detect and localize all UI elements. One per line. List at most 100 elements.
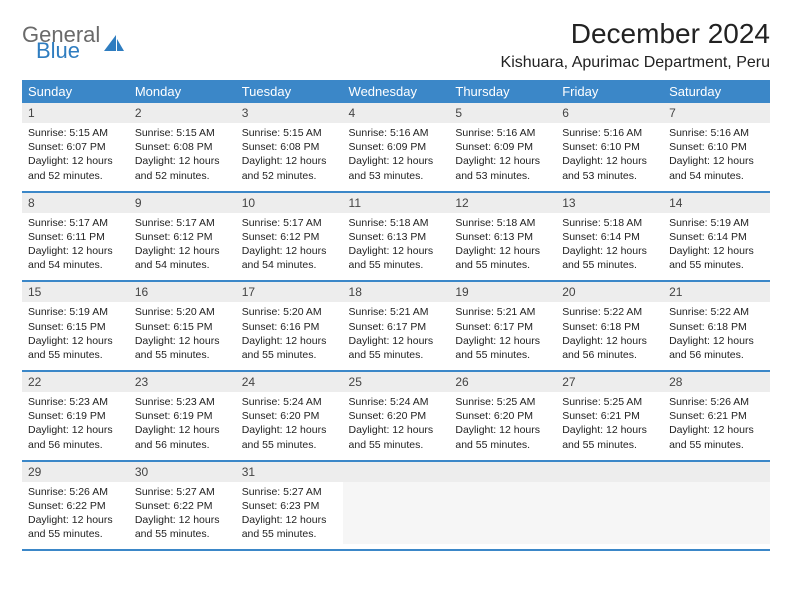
calendar-cell: 10Sunrise: 5:17 AMSunset: 6:12 PMDayligh…: [236, 192, 343, 282]
calendar-cell: 29Sunrise: 5:26 AMSunset: 6:22 PMDayligh…: [22, 461, 129, 551]
sunset-line: Sunset: 6:20 PM: [349, 409, 444, 423]
day-number: 6: [556, 103, 663, 123]
sunset-line: Sunset: 6:07 PM: [28, 140, 123, 154]
weekday-header: Friday: [556, 80, 663, 103]
logo: General Blue: [22, 24, 124, 62]
day-number: 22: [22, 372, 129, 392]
calendar-cell: 16Sunrise: 5:20 AMSunset: 6:15 PMDayligh…: [129, 281, 236, 371]
logo-text-blue: Blue: [36, 40, 100, 62]
sunset-line: Sunset: 6:17 PM: [455, 320, 550, 334]
title-block: December 2024 Kishuara, Apurimac Departm…: [501, 18, 770, 72]
calendar-cell: 3Sunrise: 5:15 AMSunset: 6:08 PMDaylight…: [236, 103, 343, 192]
sunrise-line: Sunrise: 5:15 AM: [28, 126, 123, 140]
calendar-cell: [663, 461, 770, 551]
sunset-line: Sunset: 6:19 PM: [135, 409, 230, 423]
calendar-cell: 30Sunrise: 5:27 AMSunset: 6:22 PMDayligh…: [129, 461, 236, 551]
daylight-line: Daylight: 12 hours and 54 minutes.: [669, 154, 764, 182]
daylight-line: Daylight: 12 hours and 54 minutes.: [28, 244, 123, 272]
day-body: Sunrise: 5:23 AMSunset: 6:19 PMDaylight:…: [22, 392, 129, 460]
daylight-line: Daylight: 12 hours and 55 minutes.: [562, 423, 657, 451]
day-body: Sunrise: 5:20 AMSunset: 6:16 PMDaylight:…: [236, 302, 343, 370]
sunset-line: Sunset: 6:22 PM: [135, 499, 230, 513]
calendar-cell: 5Sunrise: 5:16 AMSunset: 6:09 PMDaylight…: [449, 103, 556, 192]
sunrise-line: Sunrise: 5:16 AM: [669, 126, 764, 140]
day-number: 8: [22, 193, 129, 213]
sunrise-line: Sunrise: 5:17 AM: [242, 216, 337, 230]
daylight-line: Daylight: 12 hours and 55 minutes.: [242, 334, 337, 362]
day-body: Sunrise: 5:25 AMSunset: 6:21 PMDaylight:…: [556, 392, 663, 460]
sunrise-line: Sunrise: 5:27 AM: [242, 485, 337, 499]
day-body-empty: [449, 482, 556, 544]
sunrise-line: Sunrise: 5:27 AM: [135, 485, 230, 499]
day-number: 5: [449, 103, 556, 123]
day-body: Sunrise: 5:16 AMSunset: 6:09 PMDaylight:…: [449, 123, 556, 191]
sunset-line: Sunset: 6:18 PM: [562, 320, 657, 334]
daylight-line: Daylight: 12 hours and 53 minutes.: [562, 154, 657, 182]
calendar-week-row: 1Sunrise: 5:15 AMSunset: 6:07 PMDaylight…: [22, 103, 770, 192]
sunrise-line: Sunrise: 5:19 AM: [669, 216, 764, 230]
daylight-line: Daylight: 12 hours and 55 minutes.: [28, 513, 123, 541]
day-number: 1: [22, 103, 129, 123]
sunrise-line: Sunrise: 5:16 AM: [562, 126, 657, 140]
day-number: 26: [449, 372, 556, 392]
daylight-line: Daylight: 12 hours and 55 minutes.: [135, 513, 230, 541]
day-body: Sunrise: 5:17 AMSunset: 6:12 PMDaylight:…: [129, 213, 236, 281]
daylight-line: Daylight: 12 hours and 56 minutes.: [562, 334, 657, 362]
day-body: Sunrise: 5:22 AMSunset: 6:18 PMDaylight:…: [663, 302, 770, 370]
sunrise-line: Sunrise: 5:15 AM: [135, 126, 230, 140]
daylight-line: Daylight: 12 hours and 53 minutes.: [349, 154, 444, 182]
day-number-empty: [343, 462, 450, 482]
sunrise-line: Sunrise: 5:24 AM: [242, 395, 337, 409]
month-title: December 2024: [501, 18, 770, 50]
daylight-line: Daylight: 12 hours and 55 minutes.: [455, 244, 550, 272]
sunrise-line: Sunrise: 5:17 AM: [28, 216, 123, 230]
day-number: 21: [663, 282, 770, 302]
sunrise-line: Sunrise: 5:17 AM: [135, 216, 230, 230]
day-body: Sunrise: 5:18 AMSunset: 6:14 PMDaylight:…: [556, 213, 663, 281]
daylight-line: Daylight: 12 hours and 55 minutes.: [455, 334, 550, 362]
sunrise-line: Sunrise: 5:26 AM: [28, 485, 123, 499]
day-body: Sunrise: 5:16 AMSunset: 6:10 PMDaylight:…: [556, 123, 663, 191]
day-body: Sunrise: 5:21 AMSunset: 6:17 PMDaylight:…: [343, 302, 450, 370]
calendar-cell: [556, 461, 663, 551]
sunrise-line: Sunrise: 5:22 AM: [562, 305, 657, 319]
day-body: Sunrise: 5:27 AMSunset: 6:23 PMDaylight:…: [236, 482, 343, 550]
calendar-cell: 23Sunrise: 5:23 AMSunset: 6:19 PMDayligh…: [129, 371, 236, 461]
daylight-line: Daylight: 12 hours and 55 minutes.: [669, 244, 764, 272]
sunrise-line: Sunrise: 5:25 AM: [562, 395, 657, 409]
daylight-line: Daylight: 12 hours and 56 minutes.: [135, 423, 230, 451]
weekday-header: Saturday: [663, 80, 770, 103]
day-body: Sunrise: 5:21 AMSunset: 6:17 PMDaylight:…: [449, 302, 556, 370]
calendar-cell: 12Sunrise: 5:18 AMSunset: 6:13 PMDayligh…: [449, 192, 556, 282]
daylight-line: Daylight: 12 hours and 55 minutes.: [349, 244, 444, 272]
day-body: Sunrise: 5:17 AMSunset: 6:11 PMDaylight:…: [22, 213, 129, 281]
daylight-line: Daylight: 12 hours and 52 minutes.: [242, 154, 337, 182]
sunset-line: Sunset: 6:16 PM: [242, 320, 337, 334]
daylight-line: Daylight: 12 hours and 52 minutes.: [135, 154, 230, 182]
sunrise-line: Sunrise: 5:21 AM: [455, 305, 550, 319]
sunset-line: Sunset: 6:13 PM: [455, 230, 550, 244]
sunset-line: Sunset: 6:23 PM: [242, 499, 337, 513]
calendar-cell: 31Sunrise: 5:27 AMSunset: 6:23 PMDayligh…: [236, 461, 343, 551]
daylight-line: Daylight: 12 hours and 55 minutes.: [135, 334, 230, 362]
daylight-line: Daylight: 12 hours and 53 minutes.: [455, 154, 550, 182]
calendar-cell: 27Sunrise: 5:25 AMSunset: 6:21 PMDayligh…: [556, 371, 663, 461]
sunrise-line: Sunrise: 5:15 AM: [242, 126, 337, 140]
sunrise-line: Sunrise: 5:18 AM: [455, 216, 550, 230]
sunrise-line: Sunrise: 5:20 AM: [242, 305, 337, 319]
sunset-line: Sunset: 6:13 PM: [349, 230, 444, 244]
day-number: 10: [236, 193, 343, 213]
sunset-line: Sunset: 6:18 PM: [669, 320, 764, 334]
daylight-line: Daylight: 12 hours and 55 minutes.: [242, 423, 337, 451]
day-body: Sunrise: 5:16 AMSunset: 6:09 PMDaylight:…: [343, 123, 450, 191]
day-body-empty: [663, 482, 770, 544]
sunrise-line: Sunrise: 5:16 AM: [349, 126, 444, 140]
calendar-cell: [343, 461, 450, 551]
sunset-line: Sunset: 6:11 PM: [28, 230, 123, 244]
sunrise-line: Sunrise: 5:19 AM: [28, 305, 123, 319]
day-body: Sunrise: 5:26 AMSunset: 6:21 PMDaylight:…: [663, 392, 770, 460]
sunrise-line: Sunrise: 5:24 AM: [349, 395, 444, 409]
calendar-cell: 17Sunrise: 5:20 AMSunset: 6:16 PMDayligh…: [236, 281, 343, 371]
calendar-week-row: 22Sunrise: 5:23 AMSunset: 6:19 PMDayligh…: [22, 371, 770, 461]
weekday-header: Sunday: [22, 80, 129, 103]
